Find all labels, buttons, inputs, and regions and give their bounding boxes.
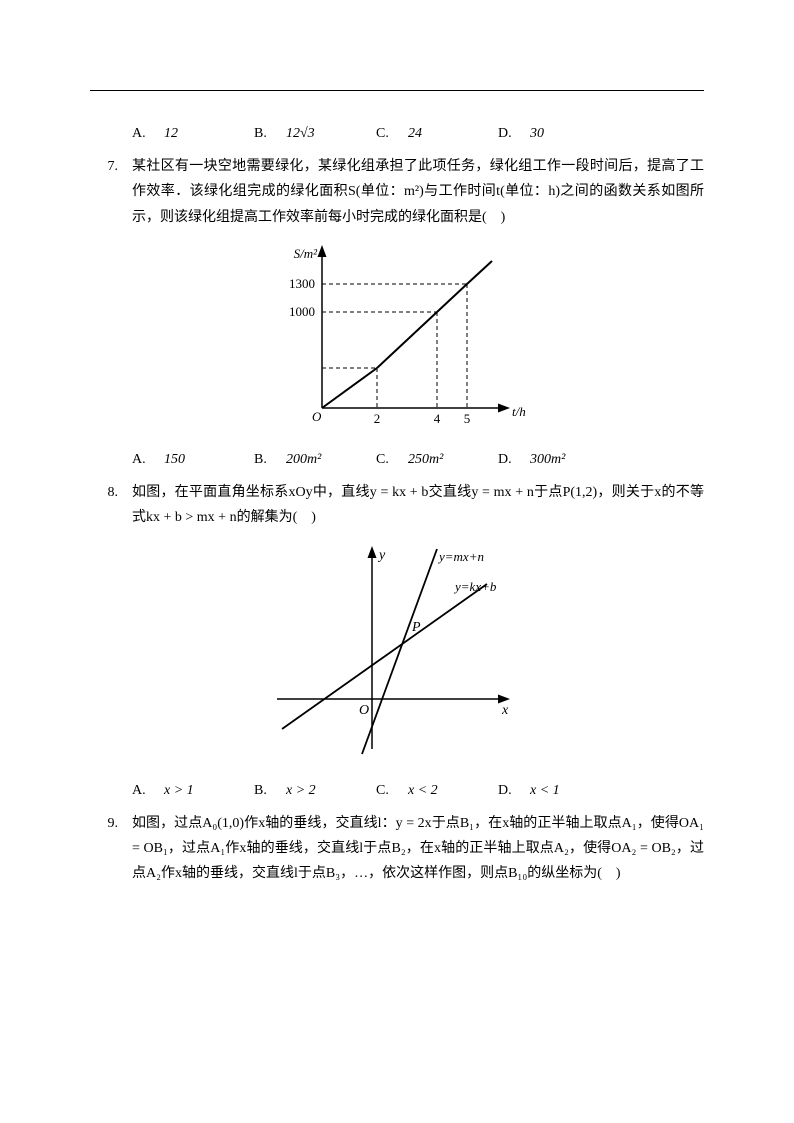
- q8-line2: y=kx+b: [453, 579, 497, 594]
- question-8: 8. 如图，在平面直角坐标系xOy中，直线y = kx + b交直线y = mx…: [90, 480, 704, 530]
- q7-y1000: 1000: [289, 304, 315, 319]
- q7-option-c: C. 250m²: [376, 447, 498, 472]
- q9-number: 9.: [90, 811, 132, 887]
- opt-label-a: A.: [132, 121, 164, 146]
- opt-label-d: D.: [498, 121, 530, 146]
- q7-xlabel: t/h: [512, 404, 526, 419]
- q7-opt-b: 200m²: [286, 447, 376, 472]
- q8-figure: P y=mx+n y=kx+b y x O: [90, 539, 704, 768]
- q8-point-p: P: [411, 620, 421, 635]
- q7-opt-a: 150: [164, 447, 254, 472]
- q8-option-b: B. x > 2: [254, 778, 376, 803]
- q7-figure: S/m² 1300 1000 2 4 5 t/h O: [90, 238, 704, 437]
- q8-number: 8.: [90, 480, 132, 530]
- opt-label-b: B.: [254, 121, 286, 146]
- q8-xlabel: x: [501, 703, 509, 718]
- q9-text: 如图，过点A₀(1,0)作x轴的垂线，交直线l：y = 2x于点B₁，在x轴的正…: [132, 811, 704, 887]
- q8-option-c: C. x < 2: [376, 778, 498, 803]
- q7-y1300: 1300: [289, 276, 315, 291]
- q8-chart: P y=mx+n y=kx+b y x O: [257, 539, 537, 759]
- opt-label-c: C.: [376, 121, 408, 146]
- horizontal-rule: [90, 90, 704, 91]
- opt-val-c: 24: [408, 121, 498, 146]
- q8-option-d: D. x < 1: [498, 778, 620, 803]
- q7-options: A. 150 B. 200m² C. 250m² D. 300m²: [90, 447, 704, 472]
- q7-opt-d: 300m²: [530, 447, 620, 472]
- option-b: B. 12√3: [254, 121, 376, 146]
- question-9: 9. 如图，过点A₀(1,0)作x轴的垂线，交直线l：y = 2x于点B₁，在x…: [90, 811, 704, 887]
- q8-opt-b: x > 2: [286, 778, 376, 803]
- option-d: D. 30: [498, 121, 620, 146]
- q8-origin: O: [359, 703, 369, 718]
- q7-text: 某社区有一块空地需要绿化，某绿化组承担了此项任务，绿化组工作一段时间后，提高了工…: [132, 154, 704, 230]
- q8-opt-a: x > 1: [164, 778, 254, 803]
- q8-opt-d: x < 1: [530, 778, 620, 803]
- question-7: 7. 某社区有一块空地需要绿化，某绿化组承担了此项任务，绿化组工作一段时间后，提…: [90, 154, 704, 230]
- q7-x2: 2: [374, 411, 381, 426]
- q7-opt-c: 250m²: [408, 447, 498, 472]
- q7-x5: 5: [464, 411, 471, 426]
- q8-ylabel: y: [377, 548, 386, 563]
- q7-x4: 4: [434, 411, 441, 426]
- q8-option-a: A. x > 1: [132, 778, 254, 803]
- option-c: C. 24: [376, 121, 498, 146]
- q7-option-d: D. 300m²: [498, 447, 620, 472]
- opt-val-a: 12: [164, 121, 254, 146]
- q6-options: A. 12 B. 12√3 C. 24 D. 30: [90, 121, 704, 146]
- q7-chart: S/m² 1300 1000 2 4 5 t/h O: [267, 238, 527, 428]
- q7-origin: O: [312, 409, 322, 424]
- q7-option-b: B. 200m²: [254, 447, 376, 472]
- q7-option-a: A. 150: [132, 447, 254, 472]
- q7-number: 7.: [90, 154, 132, 230]
- q8-text: 如图，在平面直角坐标系xOy中，直线y = kx + b交直线y = mx + …: [132, 480, 704, 530]
- opt-val-d: 30: [530, 121, 620, 146]
- q8-options: A. x > 1 B. x > 2 C. x < 2 D. x < 1: [90, 778, 704, 803]
- option-a: A. 12: [132, 121, 254, 146]
- q7-ylabel: S/m²: [294, 246, 319, 261]
- opt-val-b: 12√3: [286, 121, 376, 146]
- q8-line1: y=mx+n: [437, 549, 484, 564]
- q8-opt-c: x < 2: [408, 778, 498, 803]
